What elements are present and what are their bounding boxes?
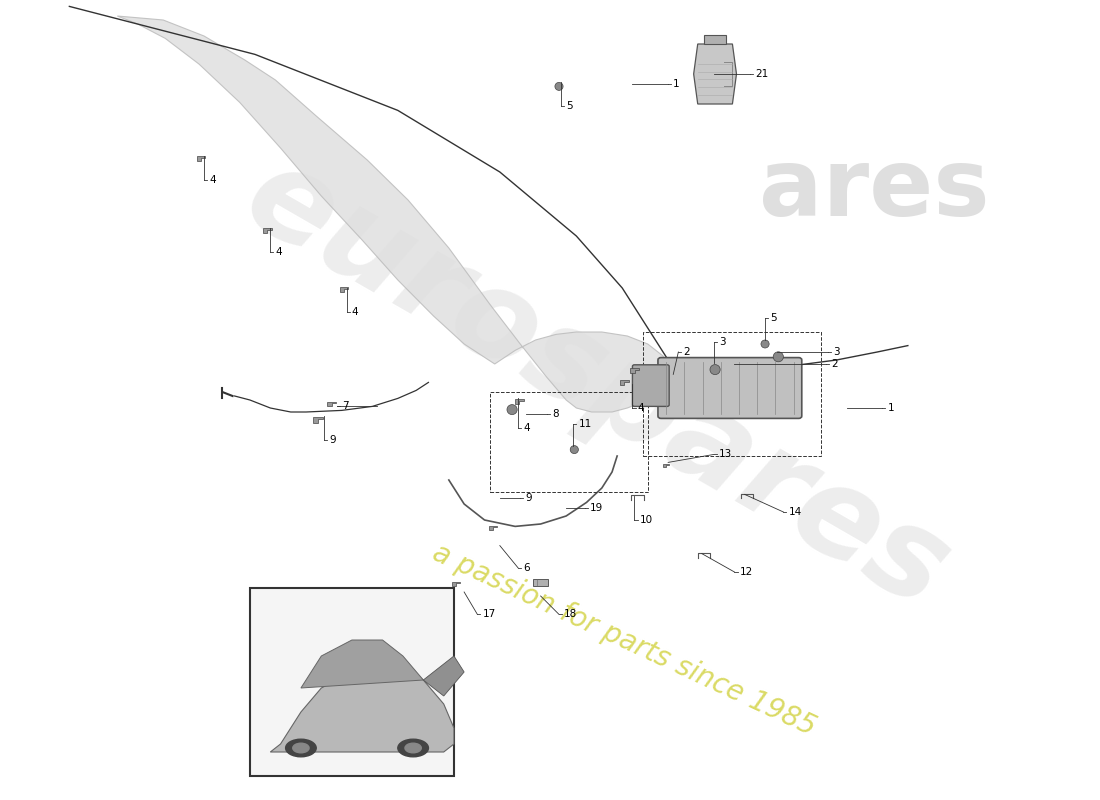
Text: 2: 2 [683,347,690,357]
Ellipse shape [773,352,783,362]
Text: 10: 10 [639,515,652,525]
Text: 13: 13 [719,450,733,459]
Text: 4: 4 [524,423,530,433]
Text: 4: 4 [352,307,359,317]
Ellipse shape [710,365,720,374]
Text: 8: 8 [552,410,559,419]
Text: 1: 1 [673,79,680,89]
Polygon shape [301,640,424,688]
Text: 4: 4 [638,403,645,413]
Text: a passion for parts since 1985: a passion for parts since 1985 [428,538,821,742]
Bar [250,588,454,776]
Ellipse shape [554,82,563,90]
Ellipse shape [570,446,579,454]
Text: 6: 6 [524,563,530,573]
Text: 21: 21 [755,69,768,78]
Polygon shape [663,464,669,467]
Text: 4: 4 [275,247,282,257]
Polygon shape [452,582,461,586]
Text: 3: 3 [719,338,726,347]
Bar [704,35,726,44]
Text: 12: 12 [739,567,752,577]
Text: 9: 9 [330,435,337,445]
Ellipse shape [286,739,316,757]
Polygon shape [271,664,454,752]
Text: 11: 11 [579,419,592,429]
Text: 5: 5 [566,101,573,110]
Polygon shape [263,228,272,233]
Text: 1: 1 [888,403,894,413]
Text: 14: 14 [789,507,802,517]
Ellipse shape [761,340,769,348]
Polygon shape [620,380,629,385]
Ellipse shape [293,743,309,753]
Polygon shape [340,287,349,292]
Text: 17: 17 [483,610,496,619]
Text: 19: 19 [590,503,603,513]
Text: ares: ares [759,144,990,236]
Ellipse shape [398,739,428,757]
Text: 2: 2 [832,359,838,369]
Polygon shape [424,656,464,696]
Bar [642,332,822,456]
Ellipse shape [507,405,517,414]
Text: 4: 4 [209,175,216,185]
Bar [534,579,548,586]
Polygon shape [488,526,497,530]
Polygon shape [515,399,524,404]
Polygon shape [328,402,336,406]
Polygon shape [630,368,639,373]
FancyBboxPatch shape [658,358,802,418]
Text: 9: 9 [526,493,532,502]
Bar [490,392,648,492]
Polygon shape [118,16,668,412]
Text: eurospares: eurospares [224,134,969,634]
Text: 5: 5 [770,314,777,323]
Polygon shape [197,156,206,161]
Polygon shape [314,418,323,422]
Ellipse shape [405,743,421,753]
Text: 3: 3 [834,347,840,357]
Polygon shape [694,44,737,104]
FancyBboxPatch shape [632,365,669,406]
Text: 7: 7 [342,402,349,411]
Text: 18: 18 [564,610,578,619]
